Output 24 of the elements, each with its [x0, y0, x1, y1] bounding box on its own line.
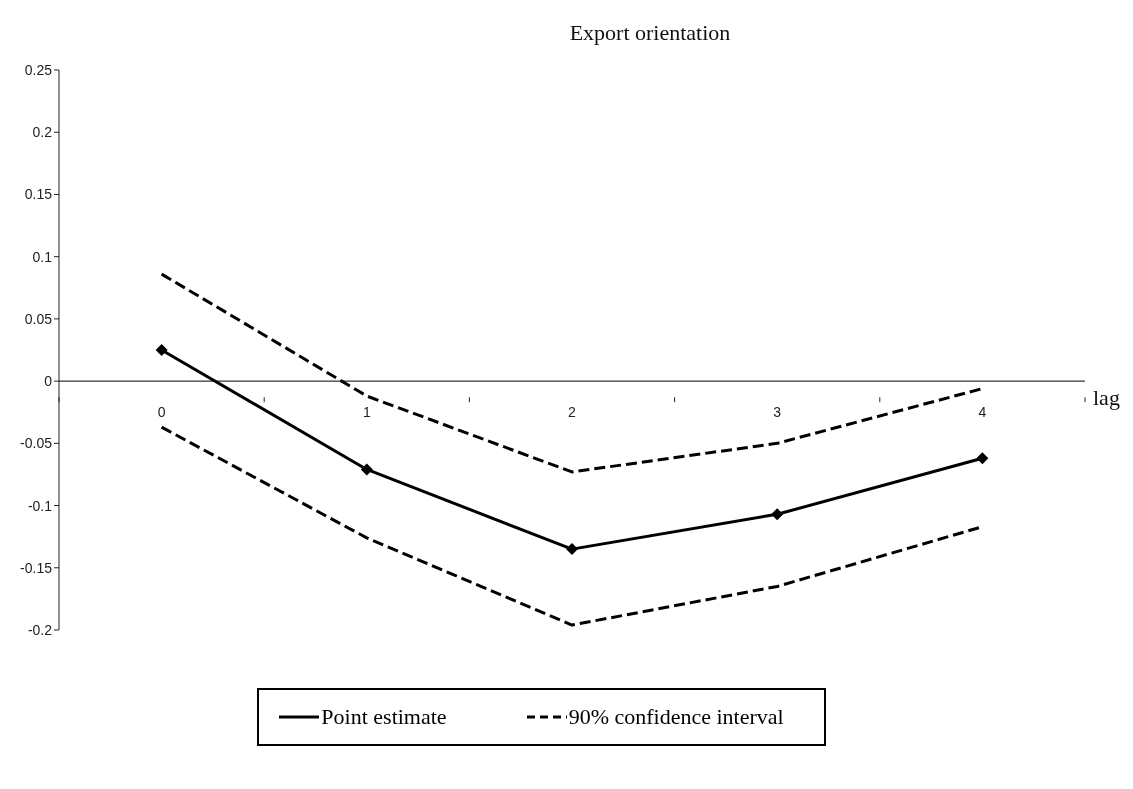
y-tick-label: 0.15 [24, 186, 53, 203]
point [771, 508, 784, 521]
y-tick-label: 0.25 [24, 61, 53, 78]
legend-label: Point estimate [321, 704, 447, 730]
y-tick-label: 0.1 [32, 248, 53, 265]
y-tick-label: 0 [44, 373, 53, 390]
y-tick-label: -0.1 [27, 497, 53, 514]
y-tick-label: 0.2 [32, 124, 53, 141]
point [976, 452, 989, 465]
legend-label: 90% confidence interval [568, 704, 784, 730]
y-tick-label: -0.05 [20, 435, 53, 452]
y-tick-label: 0.05 [24, 310, 53, 327]
y-tick-label: -0.15 [20, 559, 53, 576]
x-tick-label: 4 [978, 404, 987, 421]
point [566, 543, 578, 556]
x-tick-label: 0 [157, 404, 166, 421]
x-tick-label: 3 [773, 404, 782, 421]
y-tick-label: -0.2 [27, 621, 53, 638]
x-axis-title: lag [1093, 385, 1120, 411]
x-tick-label: 1 [362, 404, 371, 421]
point [155, 344, 168, 356]
x-tick-label: 2 [568, 404, 577, 421]
point [360, 463, 373, 476]
chart-title: Export orientation [569, 20, 731, 45]
